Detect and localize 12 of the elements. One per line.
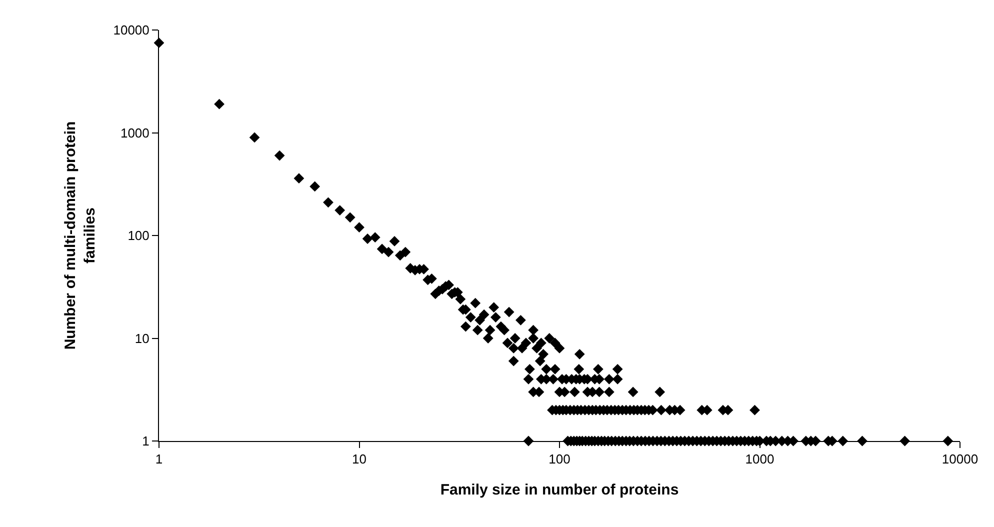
x-tick-label: 100 xyxy=(548,452,570,467)
x-tick-label: 1 xyxy=(155,452,163,467)
x-tick-label: 10 xyxy=(352,452,366,467)
x-tick-label: 10000 xyxy=(942,452,978,467)
y-tick-label: 1 xyxy=(142,434,150,449)
x-axis-title: Family size in number of proteins xyxy=(440,482,679,499)
y-axis-title: Number of multi-domain protein families xyxy=(62,121,98,350)
y-tick-label: 10 xyxy=(134,330,150,346)
y-tick-label: 100 xyxy=(128,228,150,244)
y-tick-label: 1000 xyxy=(120,125,150,140)
y-tick-label: 10000 xyxy=(113,22,150,38)
x-tick-label: 1000 xyxy=(745,452,774,467)
